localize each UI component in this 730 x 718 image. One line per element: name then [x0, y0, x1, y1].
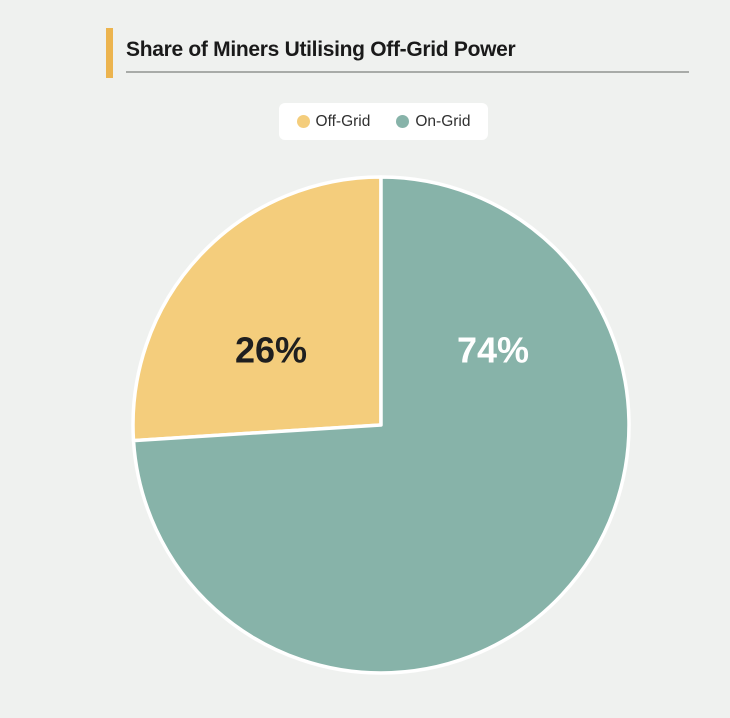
- legend-item-off-grid[interactable]: Off-Grid: [296, 112, 371, 130]
- off-grid-dot-icon: [296, 115, 310, 128]
- chart-legend: Off-Grid On-Grid: [279, 103, 488, 140]
- pie-slice-on-grid[interactable]: [131, 175, 631, 675]
- title-underline: [126, 71, 689, 73]
- title-accent-bar: [106, 28, 113, 78]
- page-title: Share of Miners Utilising Off-Grid Power: [126, 38, 516, 61]
- on-grid-dot-icon: [396, 115, 410, 128]
- pie-slice-off-grid[interactable]: [131, 175, 383, 443]
- legend-label-off-grid: Off-Grid: [315, 112, 371, 130]
- legend-label-on-grid: On-Grid: [415, 112, 471, 130]
- legend-item-on-grid[interactable]: On-Grid: [396, 114, 470, 130]
